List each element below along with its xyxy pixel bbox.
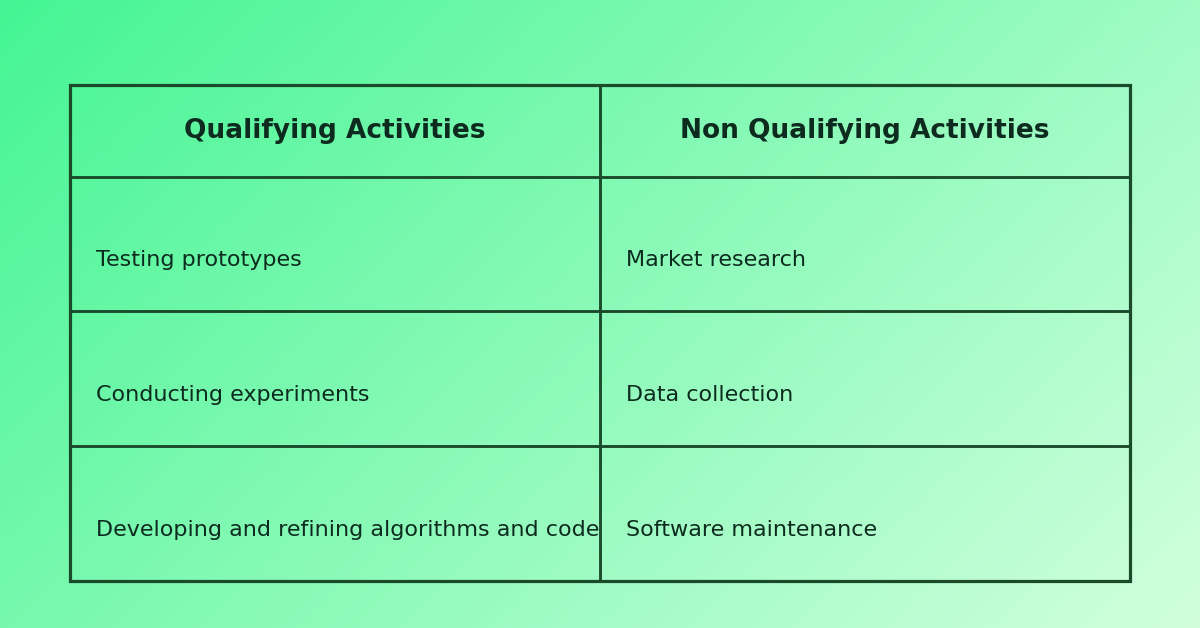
Text: Conducting experiments: Conducting experiments	[96, 385, 370, 405]
Bar	[600, 446, 1130, 581]
Bar	[70, 85, 1130, 581]
Text: Market research: Market research	[626, 250, 806, 270]
Bar	[70, 311, 600, 446]
Bar	[70, 176, 600, 311]
Text: Data collection: Data collection	[626, 385, 793, 405]
Bar	[600, 311, 1130, 446]
Bar	[70, 446, 600, 581]
Text: Non Qualifying Activities: Non Qualifying Activities	[680, 117, 1050, 144]
Text: Developing and refining algorithms and code: Developing and refining algorithms and c…	[96, 520, 599, 539]
Text: Qualifying Activities: Qualifying Activities	[184, 117, 486, 144]
Text: Software maintenance: Software maintenance	[626, 520, 877, 539]
Bar	[600, 176, 1130, 311]
Text: Testing prototypes: Testing prototypes	[96, 250, 301, 270]
Bar	[600, 85, 1130, 176]
Bar	[70, 85, 600, 176]
